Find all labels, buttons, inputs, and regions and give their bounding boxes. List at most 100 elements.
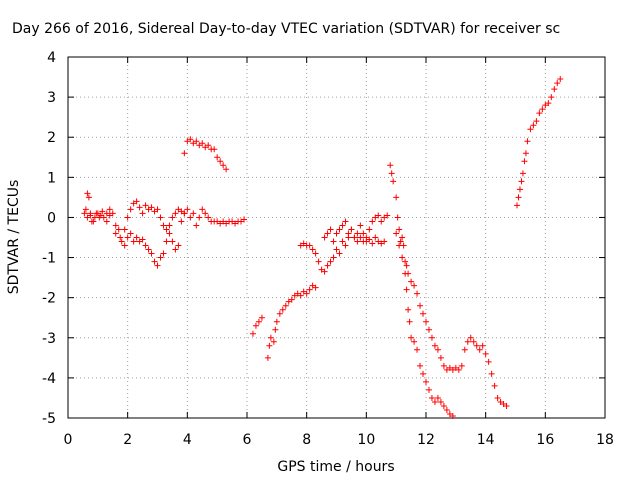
data-point	[249, 330, 256, 337]
data-point	[494, 394, 501, 401]
data-point	[390, 178, 397, 185]
data-point	[518, 178, 525, 185]
y-tick-label: 2	[47, 130, 56, 146]
data-point	[306, 242, 313, 249]
series-track-7	[387, 162, 510, 409]
data-point	[112, 222, 119, 229]
data-point	[205, 214, 212, 221]
data-point	[417, 302, 424, 309]
data-point	[440, 362, 447, 369]
data-point	[428, 394, 435, 401]
data-point	[181, 150, 188, 157]
data-point	[423, 378, 429, 385]
data-point	[178, 218, 185, 225]
data-point	[84, 190, 91, 197]
x-tick-label: 10	[357, 432, 375, 448]
data-point	[348, 226, 355, 233]
data-point	[428, 334, 435, 341]
data-point	[90, 218, 97, 225]
series-track-9	[513, 76, 564, 209]
data-point	[324, 262, 331, 269]
data-point	[163, 226, 170, 233]
data-point	[106, 212, 113, 219]
data-point	[121, 226, 128, 233]
data-point	[217, 158, 224, 165]
data-point	[87, 212, 94, 219]
series-track-4	[249, 282, 319, 361]
x-tick-labels: 0 2 4 6 8 10 12 14 16 18	[64, 432, 614, 448]
data-point	[554, 80, 561, 87]
data-point	[476, 346, 483, 353]
data-point	[408, 278, 415, 285]
data-point	[124, 214, 131, 221]
data-point	[327, 258, 334, 265]
data-point	[375, 212, 382, 219]
x-tick-label: 16	[536, 432, 554, 448]
grid	[68, 57, 605, 418]
data-point	[408, 334, 415, 341]
data-point	[482, 350, 489, 357]
y-tick-label: -2	[42, 291, 56, 307]
data-point	[160, 250, 167, 257]
y-tick-label: -5	[42, 411, 56, 427]
y-tick-label: -1	[42, 251, 56, 267]
data-point	[521, 158, 528, 165]
data-point	[172, 210, 179, 217]
x-axis-label: GPS time / hours	[277, 459, 394, 475]
data-point	[354, 230, 361, 237]
data-point	[411, 338, 418, 345]
data-point	[148, 204, 155, 211]
data-point	[393, 230, 400, 237]
data-point	[403, 286, 410, 293]
data-point	[396, 242, 403, 249]
data-point	[96, 214, 103, 221]
data-point	[339, 238, 346, 245]
data-point	[403, 262, 410, 269]
x-tick-label: 0	[64, 432, 73, 448]
data-point	[399, 234, 406, 241]
series-track-2	[81, 198, 248, 241]
data-point	[93, 210, 100, 217]
x-tick-label: 6	[243, 432, 252, 448]
data-point	[127, 230, 134, 237]
data-point	[397, 238, 404, 245]
data-point	[402, 270, 409, 277]
data-point	[425, 386, 432, 393]
series-track-1	[82, 190, 188, 269]
data-point	[181, 210, 188, 217]
data-point	[202, 210, 209, 217]
data-point	[103, 218, 110, 225]
data-point	[394, 214, 401, 221]
data-point	[267, 334, 274, 341]
series-track-6	[321, 218, 388, 247]
data-point	[342, 218, 349, 225]
data-point	[82, 206, 89, 213]
data-point	[255, 318, 262, 325]
data-point	[160, 222, 167, 229]
data-point	[402, 258, 409, 265]
data-point	[139, 210, 146, 217]
data-point	[488, 370, 495, 377]
data-point	[112, 230, 119, 237]
data-point	[196, 214, 203, 221]
data-point	[420, 370, 427, 377]
data-point	[190, 210, 197, 217]
data-point	[121, 242, 128, 249]
data-point	[491, 382, 498, 389]
data-point	[327, 226, 334, 233]
y-tick-label: 4	[47, 50, 56, 66]
data-point	[276, 310, 283, 317]
data-point	[142, 242, 149, 249]
data-point	[333, 246, 340, 253]
data-point	[282, 302, 289, 309]
data-point	[423, 318, 429, 325]
data-point	[357, 222, 364, 229]
y-axis-label: SDTVAR / TECUs	[6, 180, 22, 295]
data-point	[384, 212, 391, 219]
data-point	[519, 170, 526, 177]
data-point	[133, 234, 140, 241]
data-point	[342, 242, 349, 249]
data-point	[336, 250, 343, 257]
data-point	[354, 238, 361, 245]
data-point	[273, 318, 280, 325]
